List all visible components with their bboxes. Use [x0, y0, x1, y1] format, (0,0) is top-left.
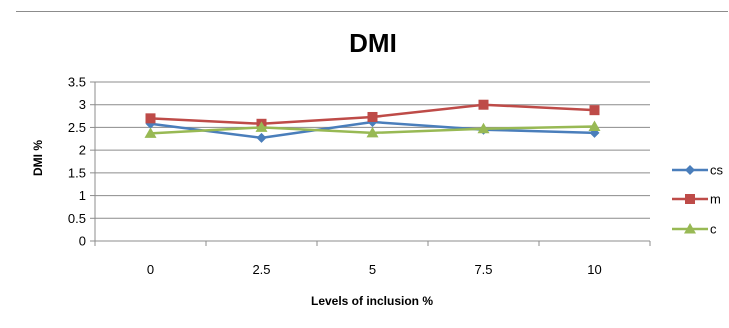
y-tick-label: 0.5	[68, 211, 86, 226]
legend-marker-m	[685, 194, 695, 204]
legend-item-m: m	[672, 192, 721, 207]
y-tick-label: 3	[79, 97, 86, 112]
y-axis-ticks: 0 0.5 1 1.5 2 2.5 3 3.5	[68, 75, 86, 249]
y-tick-label: 2	[79, 143, 86, 158]
x-tick-label: 10	[587, 262, 601, 277]
y-tick-label: 3.5	[68, 75, 86, 90]
y-tick-label: 1	[79, 188, 86, 203]
y-tick-label: 2.5	[68, 120, 86, 135]
data-point-c	[588, 120, 601, 132]
legend-marker-cs	[685, 165, 695, 175]
data-point-c	[366, 126, 379, 138]
x-tick-label: 0	[147, 262, 154, 277]
legend: cs mc	[672, 163, 724, 237]
data-point-m	[478, 99, 489, 110]
data-point-c	[477, 122, 490, 134]
data-point-c	[255, 121, 268, 132]
data-point-cs	[256, 132, 267, 143]
x-axis-ticks: 0 2.5 5 7.5 10	[147, 262, 602, 277]
series	[144, 99, 601, 143]
frame-top-border	[16, 11, 728, 12]
legend-label-m: m	[710, 192, 721, 207]
legend-marker-c	[684, 223, 696, 234]
legend-item-cs: cs	[672, 163, 724, 178]
axes	[90, 81, 651, 246]
legend-label-cs: cs	[710, 163, 724, 178]
y-tick-label: 1.5	[68, 165, 86, 180]
gridlines	[95, 81, 650, 219]
legend-label-c: c	[710, 222, 717, 237]
data-point-m	[367, 111, 378, 122]
data-point-m	[145, 113, 156, 124]
y-tick-label: 0	[79, 234, 86, 249]
x-tick-label: 7.5	[474, 262, 492, 277]
data-point-m	[589, 105, 600, 116]
chart-title: DMI	[349, 28, 397, 58]
series-c	[144, 120, 601, 138]
x-tick-label: 5	[369, 262, 376, 277]
legend-item-c: c	[672, 222, 717, 237]
x-axis-label: Levels of inclusion %	[311, 294, 433, 308]
x-tick-label: 2.5	[252, 262, 270, 277]
data-point-c	[144, 127, 157, 138]
y-axis-label: DMI %	[31, 140, 45, 176]
